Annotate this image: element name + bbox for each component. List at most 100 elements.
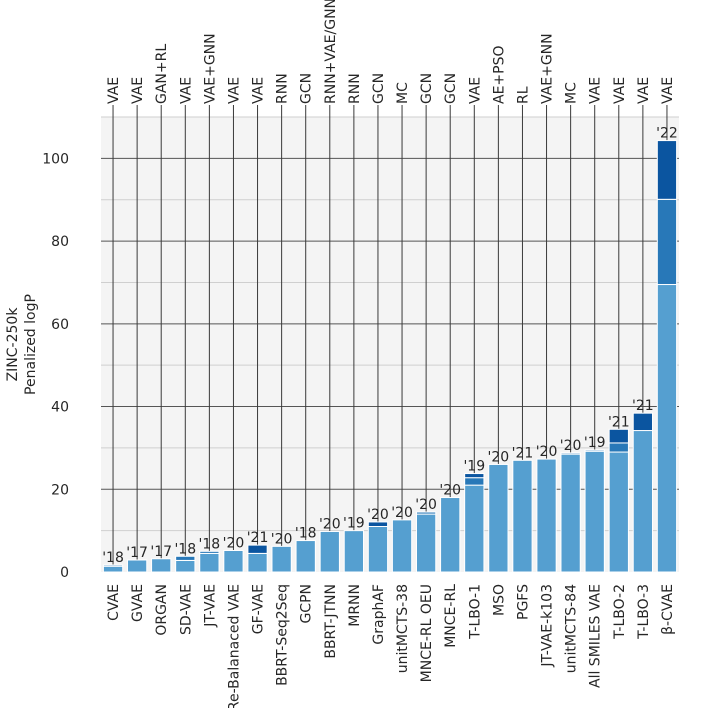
x-tick-label: JT-VAE-k103 [540, 584, 556, 668]
bar-segment [199, 550, 220, 554]
top-method-label: VAE [226, 77, 242, 104]
bar-segment [608, 442, 629, 453]
x-tick-label: GF-VAE [251, 584, 267, 634]
bar-segment [343, 530, 365, 573]
bar-segment [247, 544, 268, 554]
year-label: '20 [319, 516, 341, 532]
bar-segment [319, 530, 340, 573]
bar-segment [560, 453, 581, 573]
x-tick-label: PGFS [515, 584, 531, 620]
bar-segment [464, 484, 485, 573]
year-label: '20 [536, 444, 558, 460]
year-label: '18 [295, 526, 317, 542]
year-label: '18 [174, 541, 196, 557]
top-method-label: RNN+VAE/GNN [323, 0, 339, 104]
year-label: '20 [271, 531, 293, 547]
x-tick-label: GVAE [130, 584, 146, 622]
top-method-label: GCN [371, 73, 387, 104]
year-label: '19 [343, 516, 365, 532]
top-method-label: VAE [612, 77, 628, 104]
year-label: '20 [439, 483, 461, 499]
x-tick-label: MRNN [347, 584, 363, 627]
top-method-label: VAE [106, 77, 122, 104]
x-tick-label: unitMCTS-38 [395, 584, 411, 673]
minor-grid [101, 116, 679, 532]
x-tick-label: BBRT-Seq2Seq [275, 584, 291, 686]
year-label: '18 [199, 536, 221, 552]
x-tick-label: T-LBO-2 [612, 584, 628, 640]
bar-segment [102, 564, 124, 567]
bar-segment [223, 549, 244, 573]
year-label: '20 [560, 438, 582, 454]
x-tick-label: GCPN [299, 584, 315, 624]
bar-segment [560, 452, 581, 455]
y-axis-label-line1: ZINC-250k [5, 307, 21, 382]
bar-segment [584, 449, 605, 452]
top-method-label: VAE+GNN [202, 33, 218, 104]
year-label: '20 [367, 507, 389, 523]
bar-segment [464, 477, 485, 486]
top-method-label: VAE [636, 77, 652, 104]
x-tick-label: T-LBO-3 [636, 584, 652, 640]
x-tick-label: unitMCTS-84 [564, 584, 580, 673]
bar-segment [608, 451, 629, 573]
bar-segment [391, 519, 413, 573]
top-method-label: GAN+RL [154, 44, 170, 104]
y-tick-label: 40 [51, 400, 69, 416]
bar-segment [415, 513, 437, 573]
major-grid [101, 157, 679, 490]
x-tick-label: ORGAN [154, 584, 170, 636]
top-method-label: VAE [130, 77, 146, 104]
year-label: '20 [488, 449, 510, 465]
bar-segment [102, 565, 124, 573]
bar-segment [175, 555, 196, 561]
x-tick-label: T-LBO-1 [467, 584, 483, 640]
top-method-label: MC [564, 82, 580, 104]
bar-segment [464, 473, 485, 479]
year-label: '21 [512, 445, 534, 461]
year-label: '21 [247, 530, 269, 546]
y-tick-labels: 0 20 40 60 80 100 [42, 151, 69, 581]
x-tick-label: GraphAF [371, 584, 387, 645]
bar-segment [367, 521, 389, 528]
year-label: '18 [102, 550, 124, 566]
top-method-label: MC [395, 82, 411, 104]
bar-segment [608, 428, 629, 444]
bar-segment [440, 497, 461, 573]
top-method-label: VAE [660, 77, 676, 104]
year-label: '17 [150, 544, 172, 560]
x-tick-label: β-CVAE [660, 584, 676, 635]
bar-segment [584, 450, 605, 573]
x-tick-label: MSO [491, 584, 507, 616]
bar-segment [512, 459, 533, 573]
bar-segment [295, 540, 316, 573]
bar-segment [656, 284, 678, 573]
bar-segment [656, 198, 678, 286]
top-method-label: GCN [419, 73, 435, 104]
y-tick-label: 100 [42, 151, 69, 167]
year-label: '19 [584, 435, 606, 451]
bar-segment [247, 552, 268, 573]
year-label: '20 [391, 505, 413, 521]
year-label: '19 [463, 459, 485, 475]
top-method-label: AE+PSO [491, 45, 507, 104]
x-tick-labels: CVAE GVAE ORGAN SD-VAE JT-VAE Re-Balanaced VA… [106, 584, 676, 708]
x-tick-label: JT-VAE [202, 584, 218, 628]
x-tick-label: SD-VAE [178, 584, 194, 635]
bar-segment [632, 412, 654, 432]
plot-background [101, 117, 679, 572]
bar-segment [656, 140, 678, 200]
year-label: '20 [223, 535, 245, 551]
top-method-label: RL [515, 86, 531, 104]
bar-segment [488, 463, 509, 573]
top-method-label: RNN [347, 73, 363, 104]
top-method-label: VAE [251, 77, 267, 104]
x-tick-label: MNCE-RL OEU [419, 584, 435, 682]
year-label: '22 [656, 126, 678, 142]
bars [102, 140, 678, 573]
year-labels: '18'17'17'18'18'20'21'20'18'20'19'20'20 '… [102, 126, 678, 566]
top-method-label: VAE [588, 77, 604, 104]
bar-segment [151, 558, 172, 573]
